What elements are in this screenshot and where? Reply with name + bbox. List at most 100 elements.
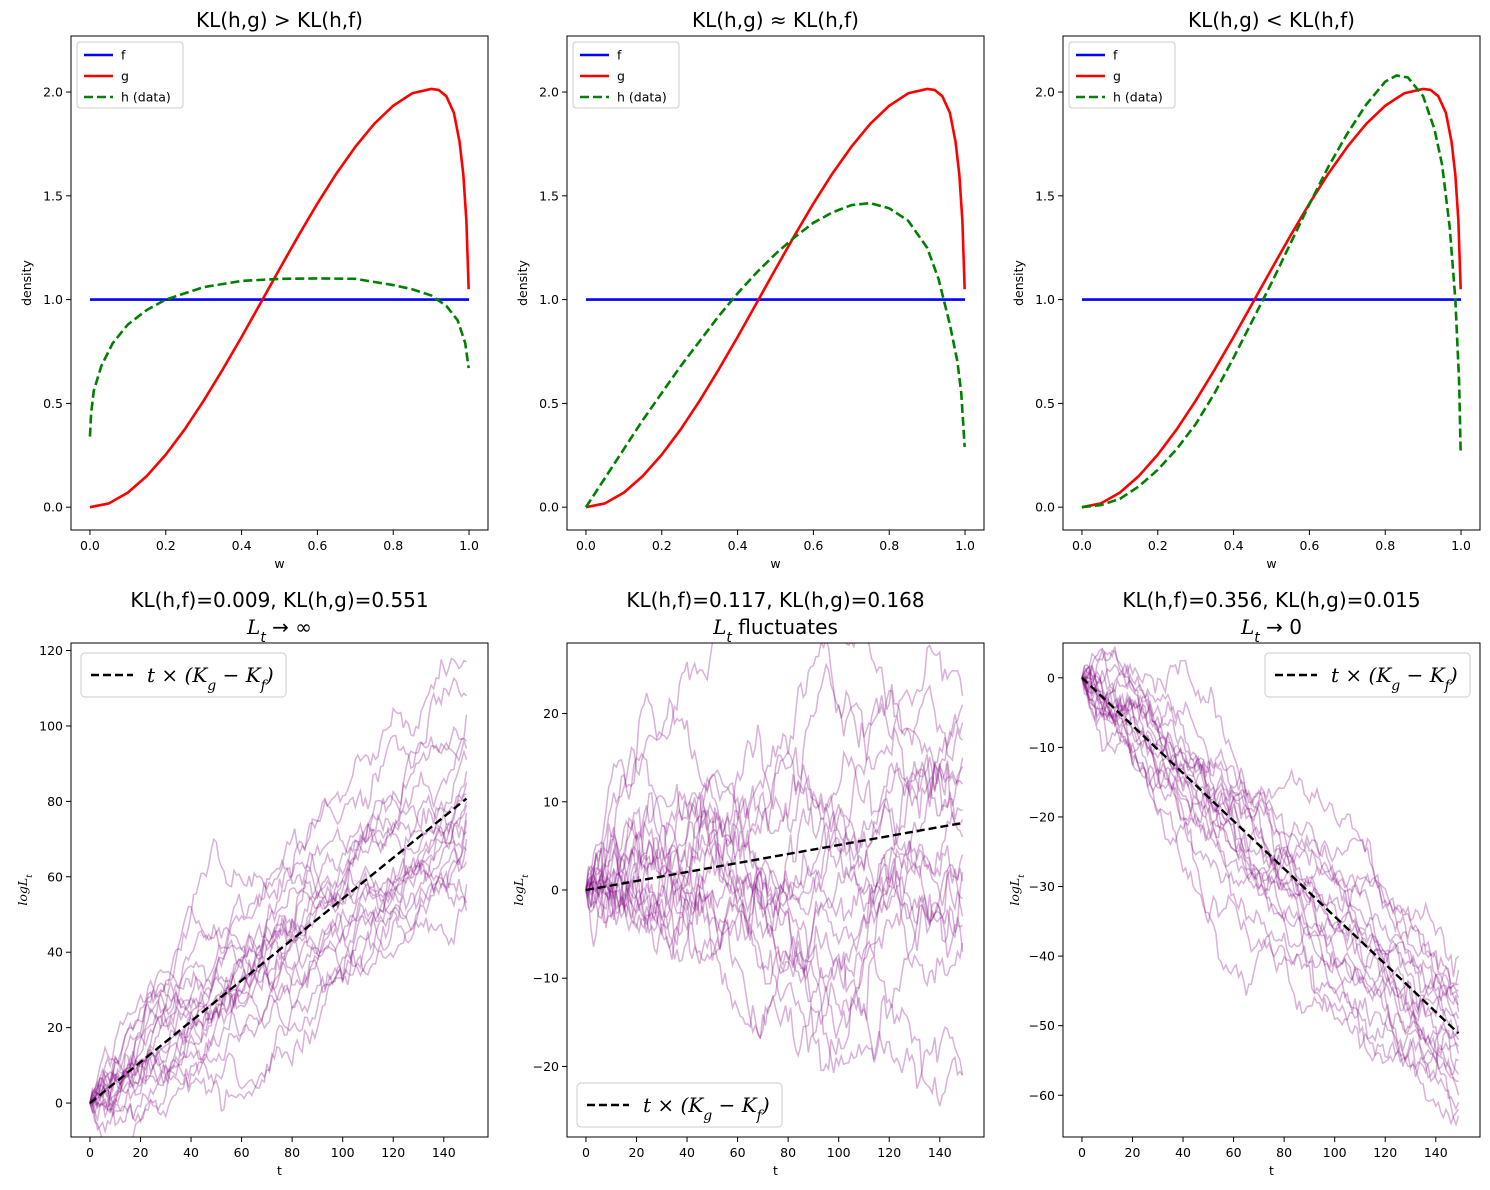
x-tick-label: 0 — [86, 1145, 94, 1160]
x-tick-label: 0.8 — [383, 538, 403, 553]
x-tick-label: 120 — [1373, 1145, 1397, 1160]
sample-path-20 — [89, 858, 468, 1135]
y-tick-label: 0 — [1047, 670, 1055, 685]
plot-area-3 — [1081, 74, 1462, 509]
sample-path-15 — [89, 838, 468, 1104]
legend-box — [1264, 652, 1471, 698]
subplot-6: 0 20 40 60 80 100 120 140 −60 −50 −40 −30 −20 −10 0 t lo… — [1007, 588, 1481, 1178]
sample-path-6 — [585, 643, 964, 909]
legend-label: g — [617, 69, 625, 84]
trend-line — [1081, 676, 1460, 1035]
y-tick-label: 2.0 — [43, 85, 63, 100]
x-axis-label: w — [274, 556, 284, 571]
sample-path-17 — [1081, 675, 1460, 1096]
subplot-title: KL(h,g) < KL(h,f) — [1188, 8, 1355, 32]
x-tick-label: 0.2 — [652, 538, 672, 553]
y-tick-label: 2.0 — [1035, 85, 1055, 100]
legend-label: g — [1113, 69, 1121, 84]
sample-path-19 — [89, 879, 468, 1104]
y-tick-label: −10 — [533, 971, 559, 986]
sample-path-7 — [1081, 677, 1460, 1023]
legend-label: h (data) — [617, 90, 667, 105]
x-axis-label: t — [773, 1163, 778, 1178]
x-tick-label: 80 — [780, 1145, 796, 1160]
legend: t × (Kg − Kf) — [1264, 652, 1471, 698]
x-tick-label: 0 — [582, 1145, 590, 1160]
x-tick-label: 60 — [234, 1145, 250, 1160]
series-g — [1081, 87, 1462, 509]
y-tick-label: 0.0 — [1035, 500, 1055, 515]
subplot-1: 0.0 0.2 0.4 0.6 0.8 1.0 0.0 0.5 1.0 1.5 2.0 w densit… — [19, 8, 489, 571]
y-tick-label: 1.0 — [1035, 292, 1055, 307]
x-tick-label: 0.0 — [1072, 538, 1092, 553]
x-tick-label: 0.8 — [1375, 538, 1395, 553]
y-tick-label: 0.5 — [43, 396, 63, 411]
y-axis-label: logLt — [15, 874, 35, 906]
y-tick-label: 1.0 — [43, 292, 63, 307]
legend-label: t × (Kg − Kf) — [1331, 663, 1458, 694]
x-tick-label: 1.0 — [955, 538, 975, 553]
sample-path-3 — [89, 714, 468, 1114]
sample-path-16 — [585, 866, 964, 995]
sample-path-15 — [1081, 646, 1460, 1078]
sample-path-1 — [585, 643, 964, 923]
x-tick-label: 140 — [1424, 1145, 1448, 1160]
x-tick-label: 0.2 — [156, 538, 176, 553]
trend-line — [89, 797, 468, 1104]
series-g — [89, 87, 470, 509]
sample-path-8 — [89, 782, 468, 1109]
x-tick-label: 20 — [133, 1145, 149, 1160]
sample-path-1 — [89, 657, 467, 1108]
x-tick-label: 0.0 — [576, 538, 596, 553]
sample-path-5 — [585, 756, 964, 938]
legend: fg h (data) — [76, 41, 184, 109]
subplot-3: 0.0 0.2 0.4 0.6 0.8 1.0 0.0 0.5 1.0 1.5 2.0 w densit… — [1011, 8, 1481, 571]
sample-path-14 — [585, 818, 964, 964]
legend-label: g — [121, 69, 129, 84]
x-tick-label: 0.4 — [232, 538, 252, 553]
y-tick-label: 20 — [543, 706, 559, 721]
legend-label: t × (Kg − Kf) — [643, 1093, 770, 1124]
y-tick-label: 1.5 — [539, 188, 559, 203]
y-tick-label: −30 — [1029, 879, 1055, 894]
y-tick-label: −20 — [533, 1059, 559, 1074]
sample-path-8 — [585, 746, 964, 897]
x-tick-label: 0.4 — [728, 538, 748, 553]
y-tick-label: −40 — [1029, 949, 1055, 964]
y-tick-label: 1.5 — [1035, 188, 1055, 203]
sample-path-13 — [89, 820, 468, 1104]
y-tick-label: 2.0 — [539, 85, 559, 100]
legend-label: f — [617, 48, 622, 63]
y-tick-label: −60 — [1029, 1088, 1055, 1103]
subplot-title: KL(h,f)=0.356, KL(h,g)=0.015 — [1122, 588, 1420, 612]
x-axis-label: w — [1266, 556, 1276, 571]
x-tick-label: 0.2 — [1148, 538, 1168, 553]
x-tick-label: 0.6 — [803, 538, 823, 553]
x-tick-label: 100 — [1323, 1145, 1347, 1160]
sample-path-14 — [89, 824, 468, 1127]
legend-box — [76, 41, 184, 109]
series-h-data — [1081, 74, 1462, 509]
sample-path-15 — [585, 849, 963, 1040]
subplot-title: KL(h,g) > KL(h,f) — [196, 8, 363, 32]
y-tick-label: 20 — [47, 1020, 63, 1035]
x-tick-label: 100 — [331, 1145, 355, 1160]
x-tick-label: 100 — [827, 1145, 851, 1160]
y-axis-label: density — [515, 259, 530, 305]
x-tick-label: 120 — [381, 1145, 405, 1160]
y-tick-label: 0.5 — [539, 396, 559, 411]
sample-path-18 — [585, 847, 964, 1107]
y-tick-label: 0 — [551, 883, 559, 898]
legend-label: h (data) — [121, 90, 171, 105]
x-tick-label: 140 — [928, 1145, 952, 1160]
y-tick-label: −20 — [1029, 809, 1055, 824]
subplot-subtitle: Lt → 0 — [1240, 615, 1302, 646]
legend: fg h (data) — [1068, 41, 1176, 109]
legend: t × (Kg − Kf) — [576, 1082, 783, 1128]
axes-frame — [1062, 642, 1481, 1138]
y-tick-label: 1.5 — [43, 188, 63, 203]
sample-path-1 — [1081, 677, 1460, 977]
sample-path-17 — [585, 839, 964, 981]
sample-path-4 — [1081, 677, 1459, 1002]
